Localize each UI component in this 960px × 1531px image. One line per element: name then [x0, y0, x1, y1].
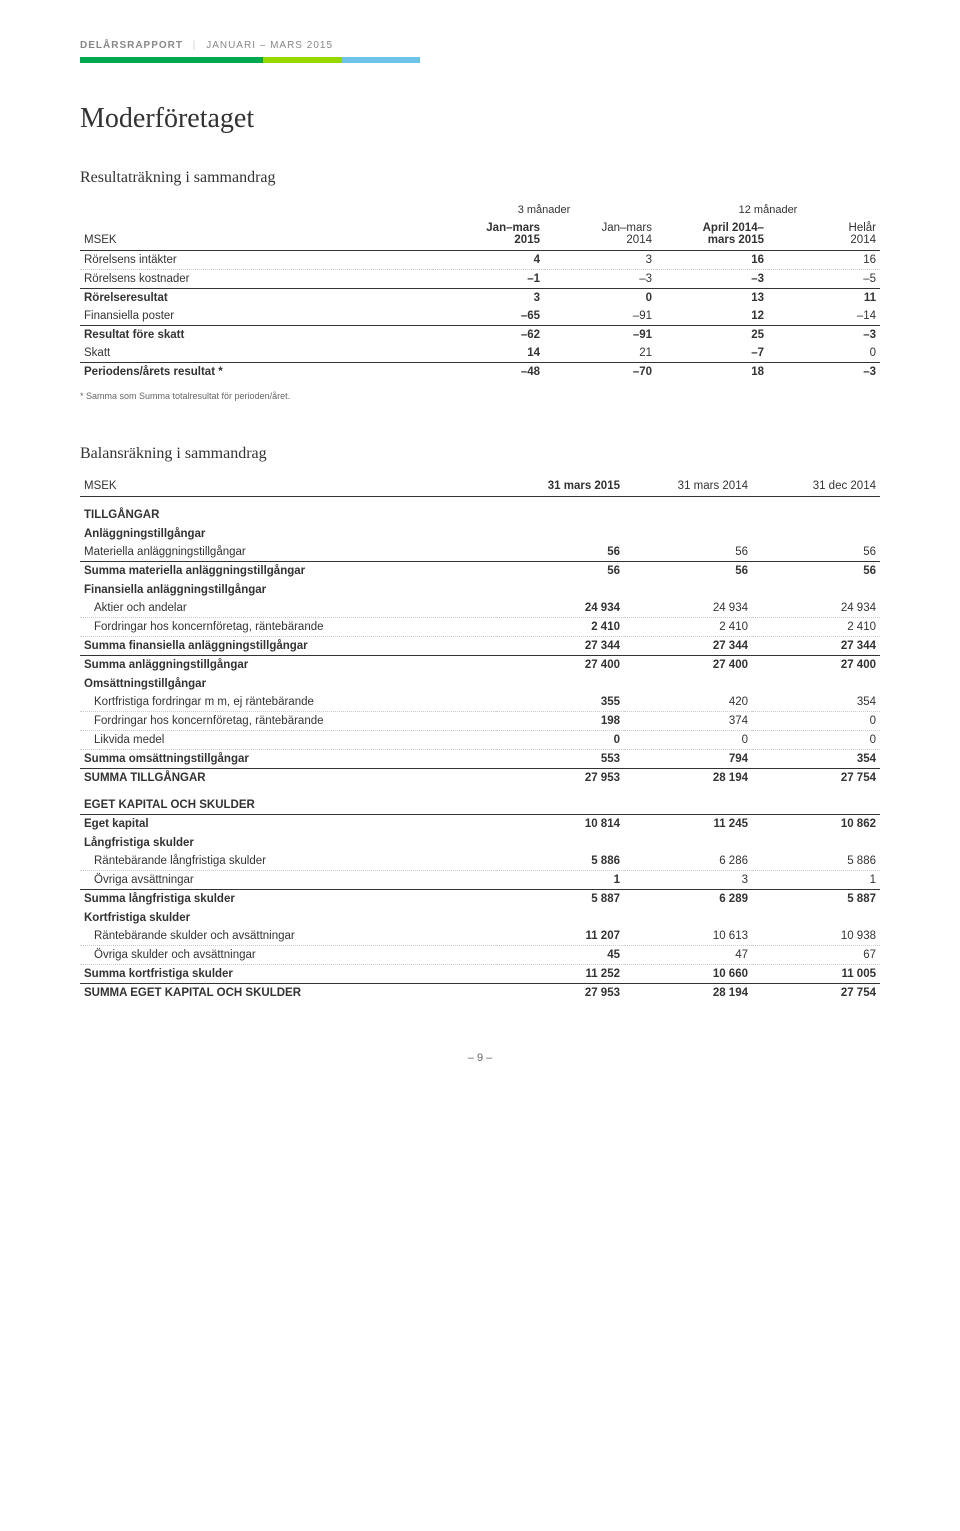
- income-footnote: * Samma som Summa totalresultat för peri…: [80, 391, 880, 401]
- table-row: Summa långfristiga skulder5 8876 2895 88…: [80, 890, 880, 909]
- table-row: Fordringar hos koncernföretag, räntebära…: [80, 712, 880, 731]
- table-superhead: 3 månader 12 månader: [80, 201, 880, 219]
- table-row: Rörelseresultat301311: [80, 289, 880, 308]
- table-row: Rörelsens intäkter431616: [80, 251, 880, 270]
- table-row: Eget kapital10 81411 24510 862: [80, 815, 880, 834]
- report-header: DELÅRSRAPPORT | JANUARI – MARS 2015: [80, 40, 880, 51]
- table-row: Summa finansiella anläggningstillgångar2…: [80, 637, 880, 656]
- page-number: – 9 –: [80, 1052, 880, 1064]
- income-title: Resultaträkning i sammandrag: [80, 169, 880, 187]
- income-table: 3 månader 12 månader MSEK Jan–mars2015 J…: [80, 201, 880, 381]
- section-header: EGET KAPITAL OCH SKULDER: [80, 787, 880, 815]
- table-header: MSEK 31 mars 2015 31 mars 2014 31 dec 20…: [80, 477, 880, 497]
- table-row: Aktier och andelar24 93424 93424 934: [80, 599, 880, 618]
- table-row: SUMMA EGET KAPITAL OCH SKULDER27 95328 1…: [80, 984, 880, 1003]
- table-row: Fordringar hos koncernföretag, räntebära…: [80, 618, 880, 637]
- subsection-header: Omsättningstillgångar: [80, 674, 880, 693]
- balance-table: MSEK 31 mars 2015 31 mars 2014 31 dec 20…: [80, 477, 880, 1002]
- table-row: Skatt1421–70: [80, 344, 880, 363]
- subsection-header: Långfristiga skulder: [80, 833, 880, 852]
- accent-bar: [80, 57, 420, 63]
- table-row: Summa kortfristiga skulder11 25210 66011…: [80, 965, 880, 984]
- header-right: JANUARI – MARS 2015: [206, 40, 333, 51]
- table-row: Övriga avsättningar131: [80, 871, 880, 890]
- table-row: Summa omsättningstillgångar553794354: [80, 750, 880, 769]
- header-left: DELÅRSRAPPORT: [80, 40, 183, 51]
- table-row: Summa materiella anläggningstillgångar56…: [80, 562, 880, 581]
- page-title: Moderföretaget: [80, 103, 880, 135]
- section-header: TILLGÅNGAR: [80, 497, 880, 525]
- table-header: MSEK Jan–mars2015 Jan–mars2014 April 201…: [80, 219, 880, 251]
- subsection-header: Anläggningstillgångar: [80, 524, 880, 543]
- table-row: Periodens/årets resultat *–48–7018–3: [80, 363, 880, 382]
- table-row: Finansiella poster–65–9112–14: [80, 307, 880, 326]
- balance-title: Balansräkning i sammandrag: [80, 445, 880, 463]
- table-row: Räntebärande skulder och avsättningar11 …: [80, 927, 880, 946]
- subsection-header: Kortfristiga skulder: [80, 908, 880, 927]
- table-row: Likvida medel000: [80, 731, 880, 750]
- balance-section: Balansräkning i sammandrag MSEK 31 mars …: [80, 445, 880, 1002]
- subsection-header: Finansiella anläggningstillgångar: [80, 580, 880, 599]
- table-row: Övriga skulder och avsättningar454767: [80, 946, 880, 965]
- table-row: Resultat före skatt–62–9125–3: [80, 326, 880, 345]
- table-row: Rörelsens kostnader–1–3–3–5: [80, 270, 880, 289]
- table-row: Materiella anläggningstillgångar565656: [80, 543, 880, 562]
- table-row: Summa anläggningstillgångar27 40027 4002…: [80, 656, 880, 675]
- table-row: Räntebärande långfristiga skulder5 8866 …: [80, 852, 880, 871]
- separator: |: [193, 40, 197, 51]
- table-row: SUMMA TILLGÅNGAR27 95328 19427 754: [80, 769, 880, 788]
- table-row: Kortfristiga fordringar m m, ej räntebär…: [80, 693, 880, 712]
